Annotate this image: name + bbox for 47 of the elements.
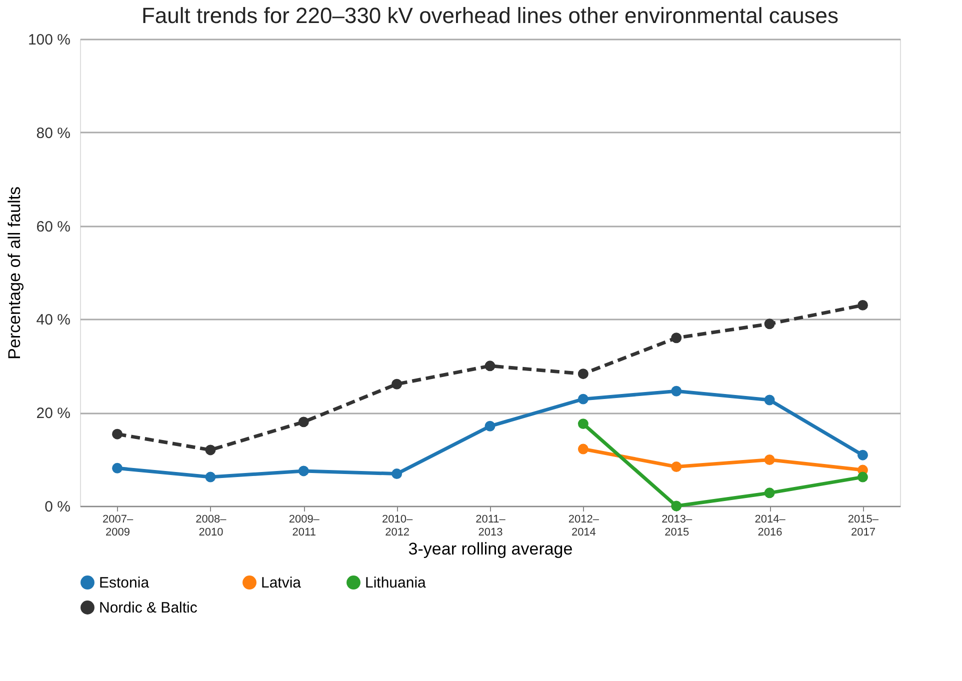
y-tick-label: 100 %: [28, 32, 70, 48]
y-tick-label: 0 %: [44, 498, 70, 516]
x-tick-label: 2014– 2016: [754, 514, 786, 538]
point: [857, 450, 868, 460]
point: [392, 468, 402, 480]
point: [112, 462, 123, 474]
point: [298, 466, 309, 476]
point: [392, 378, 402, 390]
y-tick-label: 40 %: [36, 312, 70, 329]
point: [671, 500, 682, 512]
point: [764, 488, 775, 498]
legend-label: Latvia: [261, 574, 302, 592]
point: [764, 454, 775, 465]
point: [671, 462, 682, 472]
point: [484, 360, 496, 372]
point: [578, 418, 588, 430]
legend-label: Lithuania: [365, 574, 427, 592]
point: [578, 394, 588, 404]
legend-label: Nordic & Baltic: [99, 600, 198, 616]
y-tick-label: 60 %: [36, 218, 70, 236]
x-tick-label: 2009– 2011: [288, 514, 320, 538]
point: [205, 472, 216, 482]
y-tick-label: 80 %: [36, 124, 70, 142]
chart-title: Fault trends for 220–330 kV overhead lines other environmental causes: [141, 3, 839, 28]
point: [857, 300, 868, 310]
point: [764, 318, 775, 330]
point: [671, 386, 682, 396]
x-tick-label: 2012– 2014: [568, 514, 600, 538]
point: [298, 416, 309, 428]
y-axis-title: Percentage of all faults: [4, 186, 24, 360]
point: [857, 472, 868, 482]
point: [578, 444, 588, 454]
legend-label: Estonia: [99, 574, 150, 592]
x-tick-label: 2010– 2012: [382, 514, 414, 538]
point: [205, 444, 216, 456]
x-tick-label: 2011– 2013: [476, 514, 506, 538]
y-tick-label: 20 %: [36, 405, 70, 422]
x-tick-label: 2008– 2010: [196, 514, 228, 538]
point: [578, 368, 588, 380]
x-tick-label: 2007– 2009: [102, 514, 134, 538]
point: [484, 420, 496, 432]
x-tick-label: 2015– 2017: [848, 514, 880, 538]
x-axis-title: 3-year rolling average: [408, 540, 573, 558]
point: [671, 332, 682, 344]
point: [764, 394, 775, 406]
x-tick-label: 2013– 2015: [662, 514, 694, 538]
point: [112, 428, 123, 440]
